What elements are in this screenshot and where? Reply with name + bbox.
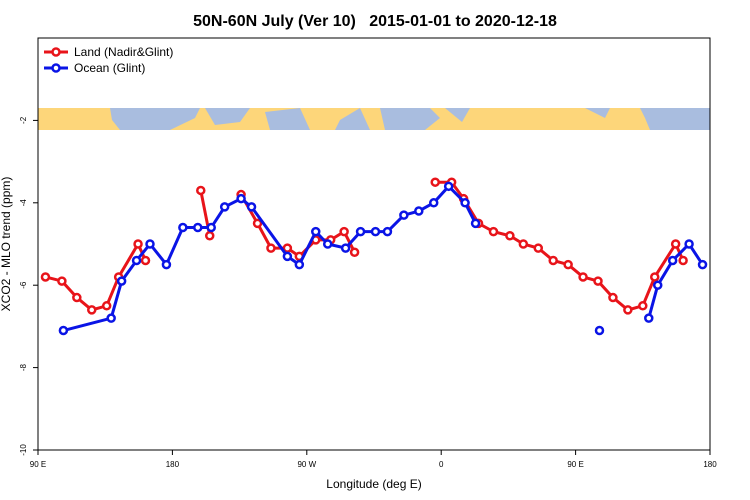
data-point: [57, 276, 67, 286]
series-line: [435, 180, 685, 312]
map-ocean: [380, 108, 440, 130]
legend-label: Ocean (Glint): [74, 61, 145, 75]
plot-frame: [37, 37, 711, 451]
data-point: [340, 243, 351, 253]
data-point: [608, 292, 618, 303]
data-point: [382, 226, 393, 237]
data-point: [193, 222, 203, 233]
map-ocean: [265, 108, 310, 130]
data-point: [470, 218, 481, 229]
legend: Land (Nadir&Glint) Ocean (Glint): [44, 45, 173, 75]
data-point: [670, 239, 681, 249]
data-point: [294, 259, 305, 270]
data-point: [414, 206, 424, 216]
data-point: [246, 202, 257, 212]
data-point: [131, 255, 142, 266]
data-point: [533, 243, 544, 253]
data-point: [623, 305, 633, 315]
legend-label: Land (Nadir&Glint): [74, 45, 173, 59]
data-point: [428, 198, 439, 208]
data-point: [430, 177, 440, 187]
x-tick-label: 180: [166, 460, 180, 469]
data-point: [370, 226, 381, 237]
data-point: [578, 272, 588, 282]
legend-marker: [51, 47, 61, 57]
map-band: [38, 108, 710, 130]
x-tick-label: 90 E: [567, 460, 583, 469]
data-point: [563, 259, 573, 270]
x-tick-label: 0: [439, 460, 444, 469]
data-point: [140, 255, 151, 266]
y-tick-label: -2: [19, 116, 28, 124]
data-point: [266, 243, 276, 253]
map-ocean: [640, 108, 710, 130]
data-point: [236, 193, 246, 204]
data-point: [488, 226, 499, 237]
data-point: [443, 181, 454, 192]
data-point: [518, 239, 529, 249]
map-land: [38, 108, 710, 130]
map-ocean: [585, 108, 610, 118]
data-point: [178, 222, 188, 233]
data-point: [116, 276, 127, 286]
x-tick-label: 180: [703, 460, 717, 469]
data-point: [145, 239, 155, 249]
map-ocean: [205, 108, 250, 125]
data-point: [638, 301, 648, 311]
data-point: [460, 198, 470, 208]
data-point: [399, 210, 409, 220]
legend-marker: [51, 63, 61, 73]
map-land: [38, 108, 78, 130]
y-tick-label: -8: [19, 363, 28, 371]
data-point: [505, 231, 515, 241]
data-point: [204, 231, 215, 241]
data-point: [196, 185, 206, 196]
data-point: [652, 280, 663, 290]
data-point: [649, 272, 660, 282]
data-point: [667, 255, 678, 266]
data-point: [87, 305, 97, 315]
y-axis-label: XCO2 - MLO trend (ppm): [0, 177, 13, 312]
x-tick-label: 90 E: [30, 460, 46, 469]
data-point: [252, 218, 263, 229]
data-point: [322, 239, 333, 249]
y-tick-label: -10: [19, 444, 28, 456]
map-ocean: [110, 108, 200, 130]
data-point: [593, 276, 603, 286]
data-point: [339, 226, 349, 237]
data-point: [219, 202, 230, 212]
data-point: [282, 251, 293, 262]
map-ocean: [335, 108, 370, 130]
data-point: [355, 226, 366, 237]
data-point: [133, 239, 143, 249]
data-point: [101, 301, 112, 311]
series-line: [63, 184, 477, 332]
x-tick-label: 90 W: [297, 460, 316, 469]
data-point: [349, 247, 360, 257]
chart-title: 50N-60N July (Ver 10) 2015-01-01 to 2020…: [193, 13, 557, 30]
data-point: [644, 313, 654, 323]
data-point: [72, 292, 82, 303]
data-point: [40, 272, 51, 282]
data-point: [684, 239, 694, 249]
data-point: [106, 313, 116, 323]
data-point: [161, 259, 172, 270]
data-point: [678, 255, 688, 266]
y-tick-label: -4: [19, 199, 28, 207]
data-point: [206, 222, 216, 233]
map-ocean: [445, 108, 470, 122]
x-axis-label: Longitude (deg E): [326, 477, 421, 491]
data-point: [311, 226, 321, 237]
data-point: [697, 259, 708, 270]
data-point: [594, 325, 605, 336]
data-point: [58, 325, 69, 336]
y-tick-label: -6: [19, 281, 28, 289]
data-point: [548, 255, 558, 266]
